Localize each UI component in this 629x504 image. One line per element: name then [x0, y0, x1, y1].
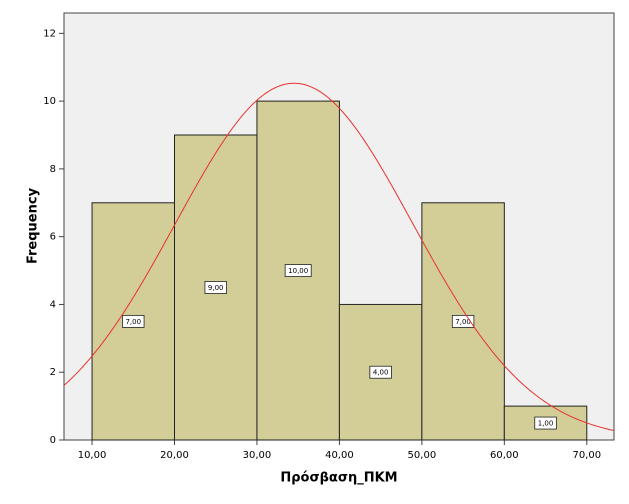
x-tick-label: 20,00: [160, 450, 189, 461]
y-tick-label: 6: [50, 232, 56, 243]
y-tick-label: 10: [43, 96, 56, 107]
y-tick-label: 0: [50, 435, 56, 446]
y-tick-label: 12: [43, 28, 56, 39]
x-axis-label: Πρόσβαση_ΠΚΜ: [280, 471, 397, 486]
value-label-box: [284, 264, 312, 277]
y-tick-label: 2: [50, 367, 56, 378]
x-tick-label: 50,00: [408, 450, 437, 461]
x-tick-label: 70,00: [572, 450, 601, 461]
x-tick-label: 10,00: [78, 450, 107, 461]
x-tick-label: 30,00: [243, 450, 272, 461]
value-label: 7,00: [125, 318, 141, 326]
y-axis-label: Frequency: [26, 187, 41, 264]
value-label: 10,00: [288, 267, 308, 275]
x-tick-label: 40,00: [325, 450, 354, 461]
value-label: 7,00: [455, 318, 471, 326]
x-tick-label: 60,00: [490, 450, 519, 461]
value-label-box: [369, 365, 392, 379]
value-label: 1,00: [538, 420, 554, 428]
value-label: 4,00: [373, 369, 389, 377]
value-label-box: [204, 281, 227, 294]
y-tick-label: 4: [50, 299, 56, 310]
value-label-box: [534, 416, 557, 430]
y-tick-label: 8: [50, 164, 56, 175]
normal-curve: [63, 82, 615, 432]
value-label: 9,00: [208, 284, 224, 292]
value-label-box: [122, 314, 145, 328]
